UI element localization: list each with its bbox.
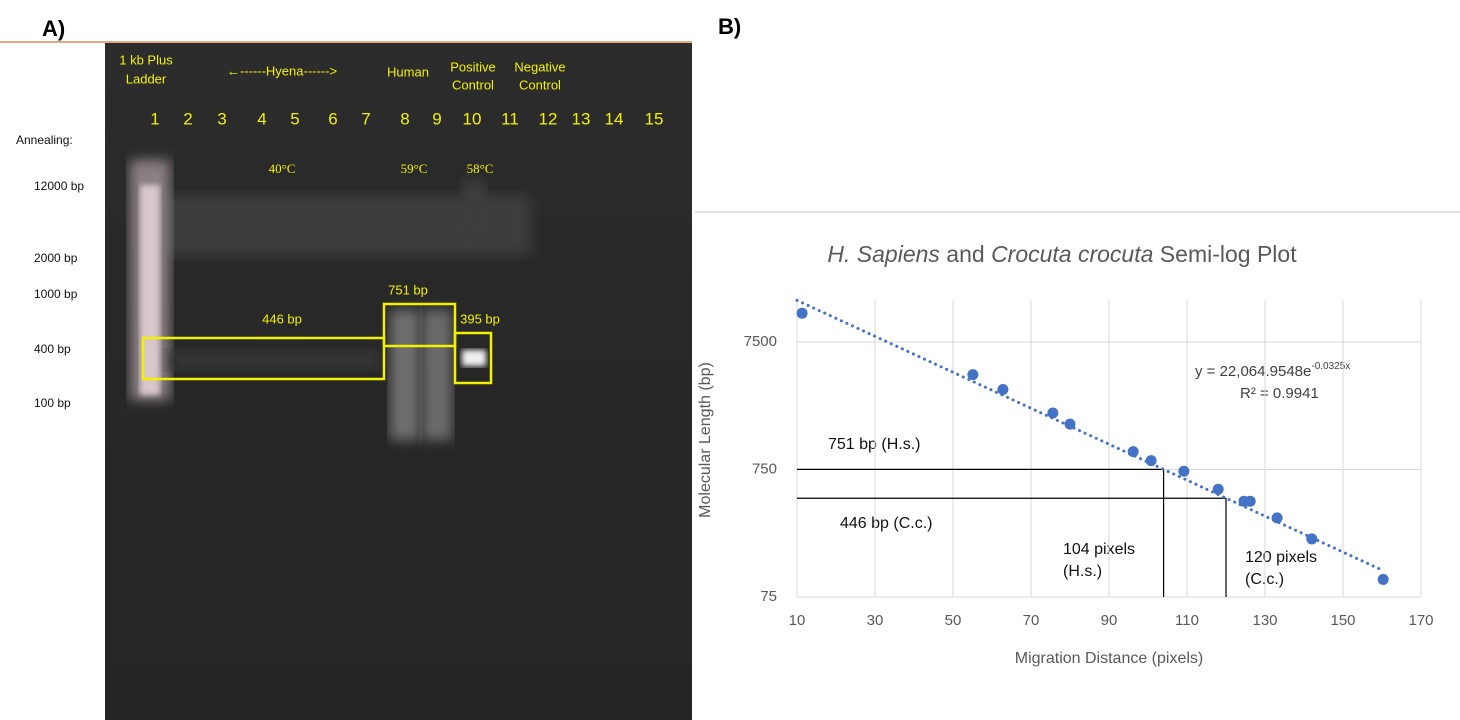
trendline bbox=[795, 298, 1384, 572]
chart-title: H. Sapiens and Crocuta crocuta Semi-log … bbox=[827, 241, 1297, 267]
title-part: H. Sapiens bbox=[827, 241, 940, 267]
y-tick-label: 750 bbox=[752, 460, 777, 477]
reference-label: 104 pixels bbox=[1063, 541, 1135, 558]
lane-number: 3 bbox=[217, 109, 226, 128]
x-tick-label: 50 bbox=[945, 612, 962, 629]
gel-image bbox=[105, 43, 692, 720]
size-marker: 2000 bp bbox=[34, 251, 78, 265]
lane-number: 4 bbox=[257, 109, 266, 128]
x-tick-label: 90 bbox=[1101, 612, 1118, 629]
equation: y = 22,064.9548e-0.0325x bbox=[1195, 361, 1350, 380]
x-tick-label: 170 bbox=[1408, 612, 1433, 629]
lane-numbers: 1 2 3 4 5 6 7 8 9 10 11 12 13 14 15 bbox=[150, 109, 663, 128]
band-label: 751 bp bbox=[388, 282, 428, 297]
title-part: and bbox=[940, 241, 991, 267]
lane-number: 13 bbox=[572, 109, 591, 128]
panel-label: B) bbox=[718, 14, 741, 39]
data-point bbox=[1244, 495, 1256, 507]
data-point bbox=[1127, 446, 1139, 458]
lane-number: 8 bbox=[400, 109, 409, 128]
lane-header: Positive bbox=[450, 59, 496, 74]
y-tick-label: 75 bbox=[760, 588, 777, 605]
lane-number: 1 bbox=[150, 109, 159, 128]
reference-label: 120 pixels bbox=[1245, 549, 1317, 566]
data-point bbox=[997, 383, 1009, 395]
data-point bbox=[1306, 533, 1318, 545]
size-marker: 400 bp bbox=[34, 342, 71, 356]
equation-text: y = 22,064.9548e bbox=[1195, 363, 1311, 380]
r-squared: R² = 0.9941 bbox=[1240, 385, 1319, 402]
data-point bbox=[1064, 418, 1076, 430]
reference-label: (H.s.) bbox=[1063, 563, 1102, 580]
lane-number: 9 bbox=[432, 109, 441, 128]
reference-label: 751 bp (H.s.) bbox=[828, 436, 920, 453]
lane-number: 11 bbox=[501, 109, 519, 128]
lane-number: 5 bbox=[290, 109, 299, 128]
lane-number: 10 bbox=[463, 109, 482, 128]
data-point bbox=[1178, 465, 1190, 477]
lane-header: Human bbox=[387, 64, 429, 79]
x-tick-label: 150 bbox=[1330, 612, 1355, 629]
equation-exponent: -0.0325x bbox=[1311, 361, 1350, 372]
lane-number: 15 bbox=[645, 109, 664, 128]
temperature: 58°C bbox=[467, 161, 494, 176]
lane-header: Control bbox=[452, 77, 494, 92]
panel-label: A) bbox=[42, 16, 65, 41]
data-point bbox=[796, 307, 808, 319]
data-point bbox=[1377, 573, 1389, 585]
band-label: 395 bp bbox=[460, 311, 500, 326]
data-point bbox=[1047, 407, 1059, 419]
lane-number: 2 bbox=[183, 109, 192, 128]
x-tick-label: 110 bbox=[1175, 612, 1199, 629]
data-point bbox=[1212, 483, 1224, 495]
lane-number: 6 bbox=[328, 109, 337, 128]
y-axis-label: Molecular Length (bp) bbox=[697, 362, 714, 518]
lane-header: Ladder bbox=[126, 71, 167, 86]
plot: 10 30 50 70 90 110 130 150 170 75 750 7500 bbox=[744, 298, 1434, 629]
x-tick-label: 30 bbox=[867, 612, 884, 629]
title-part: Semi-log Plot bbox=[1153, 241, 1297, 267]
x-tick-label: 10 bbox=[789, 612, 806, 629]
title-part: Crocuta crocuta bbox=[991, 241, 1153, 267]
lane-header: Negative bbox=[514, 59, 565, 74]
lane-header: 1 kb Plus bbox=[119, 52, 173, 67]
size-marker: 1000 bp bbox=[34, 287, 78, 301]
x-tick-label: 70 bbox=[1023, 612, 1040, 629]
band-boxes bbox=[141, 302, 493, 385]
y-tick-label: 7500 bbox=[744, 333, 777, 350]
data-point bbox=[967, 369, 979, 381]
lane-header: Control bbox=[519, 77, 561, 92]
lane-number: 12 bbox=[539, 109, 558, 128]
lane-number: 14 bbox=[605, 109, 624, 128]
lane-header: ←------Hyena------> bbox=[227, 63, 337, 78]
temperature: 59°C bbox=[401, 161, 428, 176]
annealing-label: Annealing: bbox=[16, 133, 73, 147]
size-marker: 100 bp bbox=[34, 396, 71, 410]
lane-number: 7 bbox=[361, 109, 370, 128]
x-tick-label: 130 bbox=[1252, 612, 1277, 629]
data-point bbox=[1271, 512, 1283, 524]
temperature: 40°C bbox=[269, 161, 296, 176]
size-marker: 12000 bp bbox=[34, 179, 84, 193]
reference-label: 446 bp (C.c.) bbox=[840, 515, 932, 532]
x-axis-label: Migration Distance (pixels) bbox=[1015, 650, 1204, 667]
band-label: 446 bp bbox=[262, 311, 302, 326]
data-point bbox=[1145, 455, 1157, 467]
